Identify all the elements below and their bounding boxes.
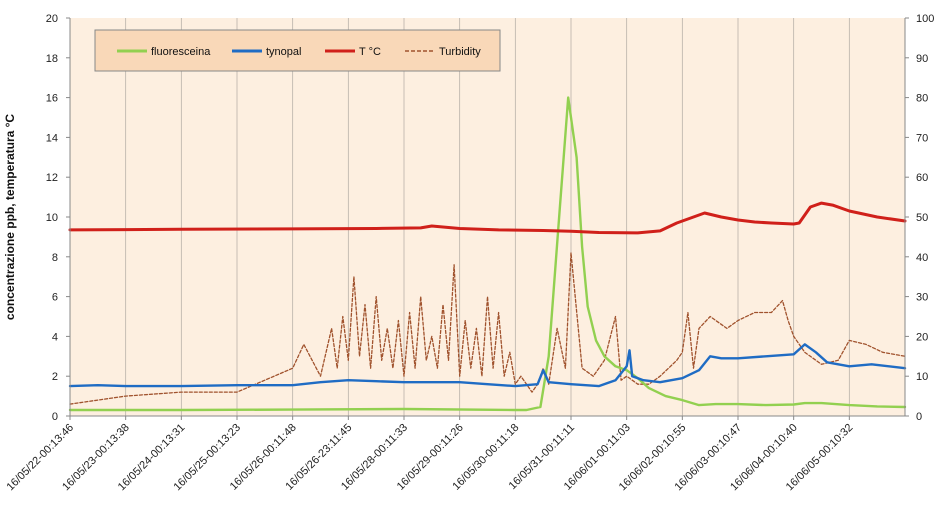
legend-label-fluoresceina: fluoresceina bbox=[151, 46, 211, 58]
y2-tick-label: 0 bbox=[916, 411, 922, 423]
y-tick-label: 8 bbox=[52, 252, 58, 264]
y2-tick-label: 60 bbox=[916, 172, 928, 184]
y-tick-label: 10 bbox=[46, 212, 58, 224]
series-line-tynopal bbox=[68, 343, 907, 388]
right-axis-ticks: 0 10 20 30 40 50 60 70 80 90 100 bbox=[905, 13, 934, 423]
y-tick-label: 20 bbox=[46, 13, 58, 25]
series-line-turbidity bbox=[69, 252, 906, 405]
series-lines bbox=[68, 96, 907, 412]
y2-tick-label: 50 bbox=[916, 212, 928, 224]
y2-tick-label: 90 bbox=[916, 53, 928, 65]
y2-tick-label: 100 bbox=[916, 13, 934, 25]
y2-tick-label: 70 bbox=[916, 132, 928, 144]
x-axis-ticks: 16/05/22-00:13:4616/05/23-00:13:3816/05/… bbox=[4, 416, 855, 493]
y-tick-label: 14 bbox=[46, 132, 58, 144]
vertical-gridlines bbox=[69, 18, 906, 416]
y-tick-label: 2 bbox=[52, 371, 58, 383]
plot-area bbox=[70, 18, 905, 416]
left-axis-ticks: 0 2 4 6 8 10 12 14 16 18 20 bbox=[46, 13, 70, 423]
legend: fluoresceina tynopal T °C Turbidity bbox=[94, 29, 501, 72]
y2-tick-label: 80 bbox=[916, 93, 928, 105]
legend-label-temperature: T °C bbox=[359, 46, 381, 58]
y2-tick-label: 20 bbox=[916, 331, 928, 343]
y-axis-label: concentrazione ppb, temperatura °C bbox=[3, 114, 17, 321]
legend-label-turbidity: Turbidity bbox=[439, 46, 481, 58]
y2-tick-label: 10 bbox=[916, 371, 928, 383]
y-tick-label: 18 bbox=[46, 53, 58, 65]
y2-tick-label: 40 bbox=[916, 252, 928, 264]
legend-label-tynopal: tynopal bbox=[266, 46, 301, 58]
y2-tick-label: 30 bbox=[916, 292, 928, 304]
y-tick-label: 4 bbox=[52, 331, 58, 343]
y-tick-label: 12 bbox=[46, 172, 58, 184]
series-line-tc bbox=[68, 201, 907, 235]
series-line-fluoresceina bbox=[68, 96, 907, 412]
y-tick-label: 0 bbox=[52, 411, 58, 423]
y-tick-label: 16 bbox=[46, 93, 58, 105]
y-tick-label: 6 bbox=[52, 292, 58, 304]
